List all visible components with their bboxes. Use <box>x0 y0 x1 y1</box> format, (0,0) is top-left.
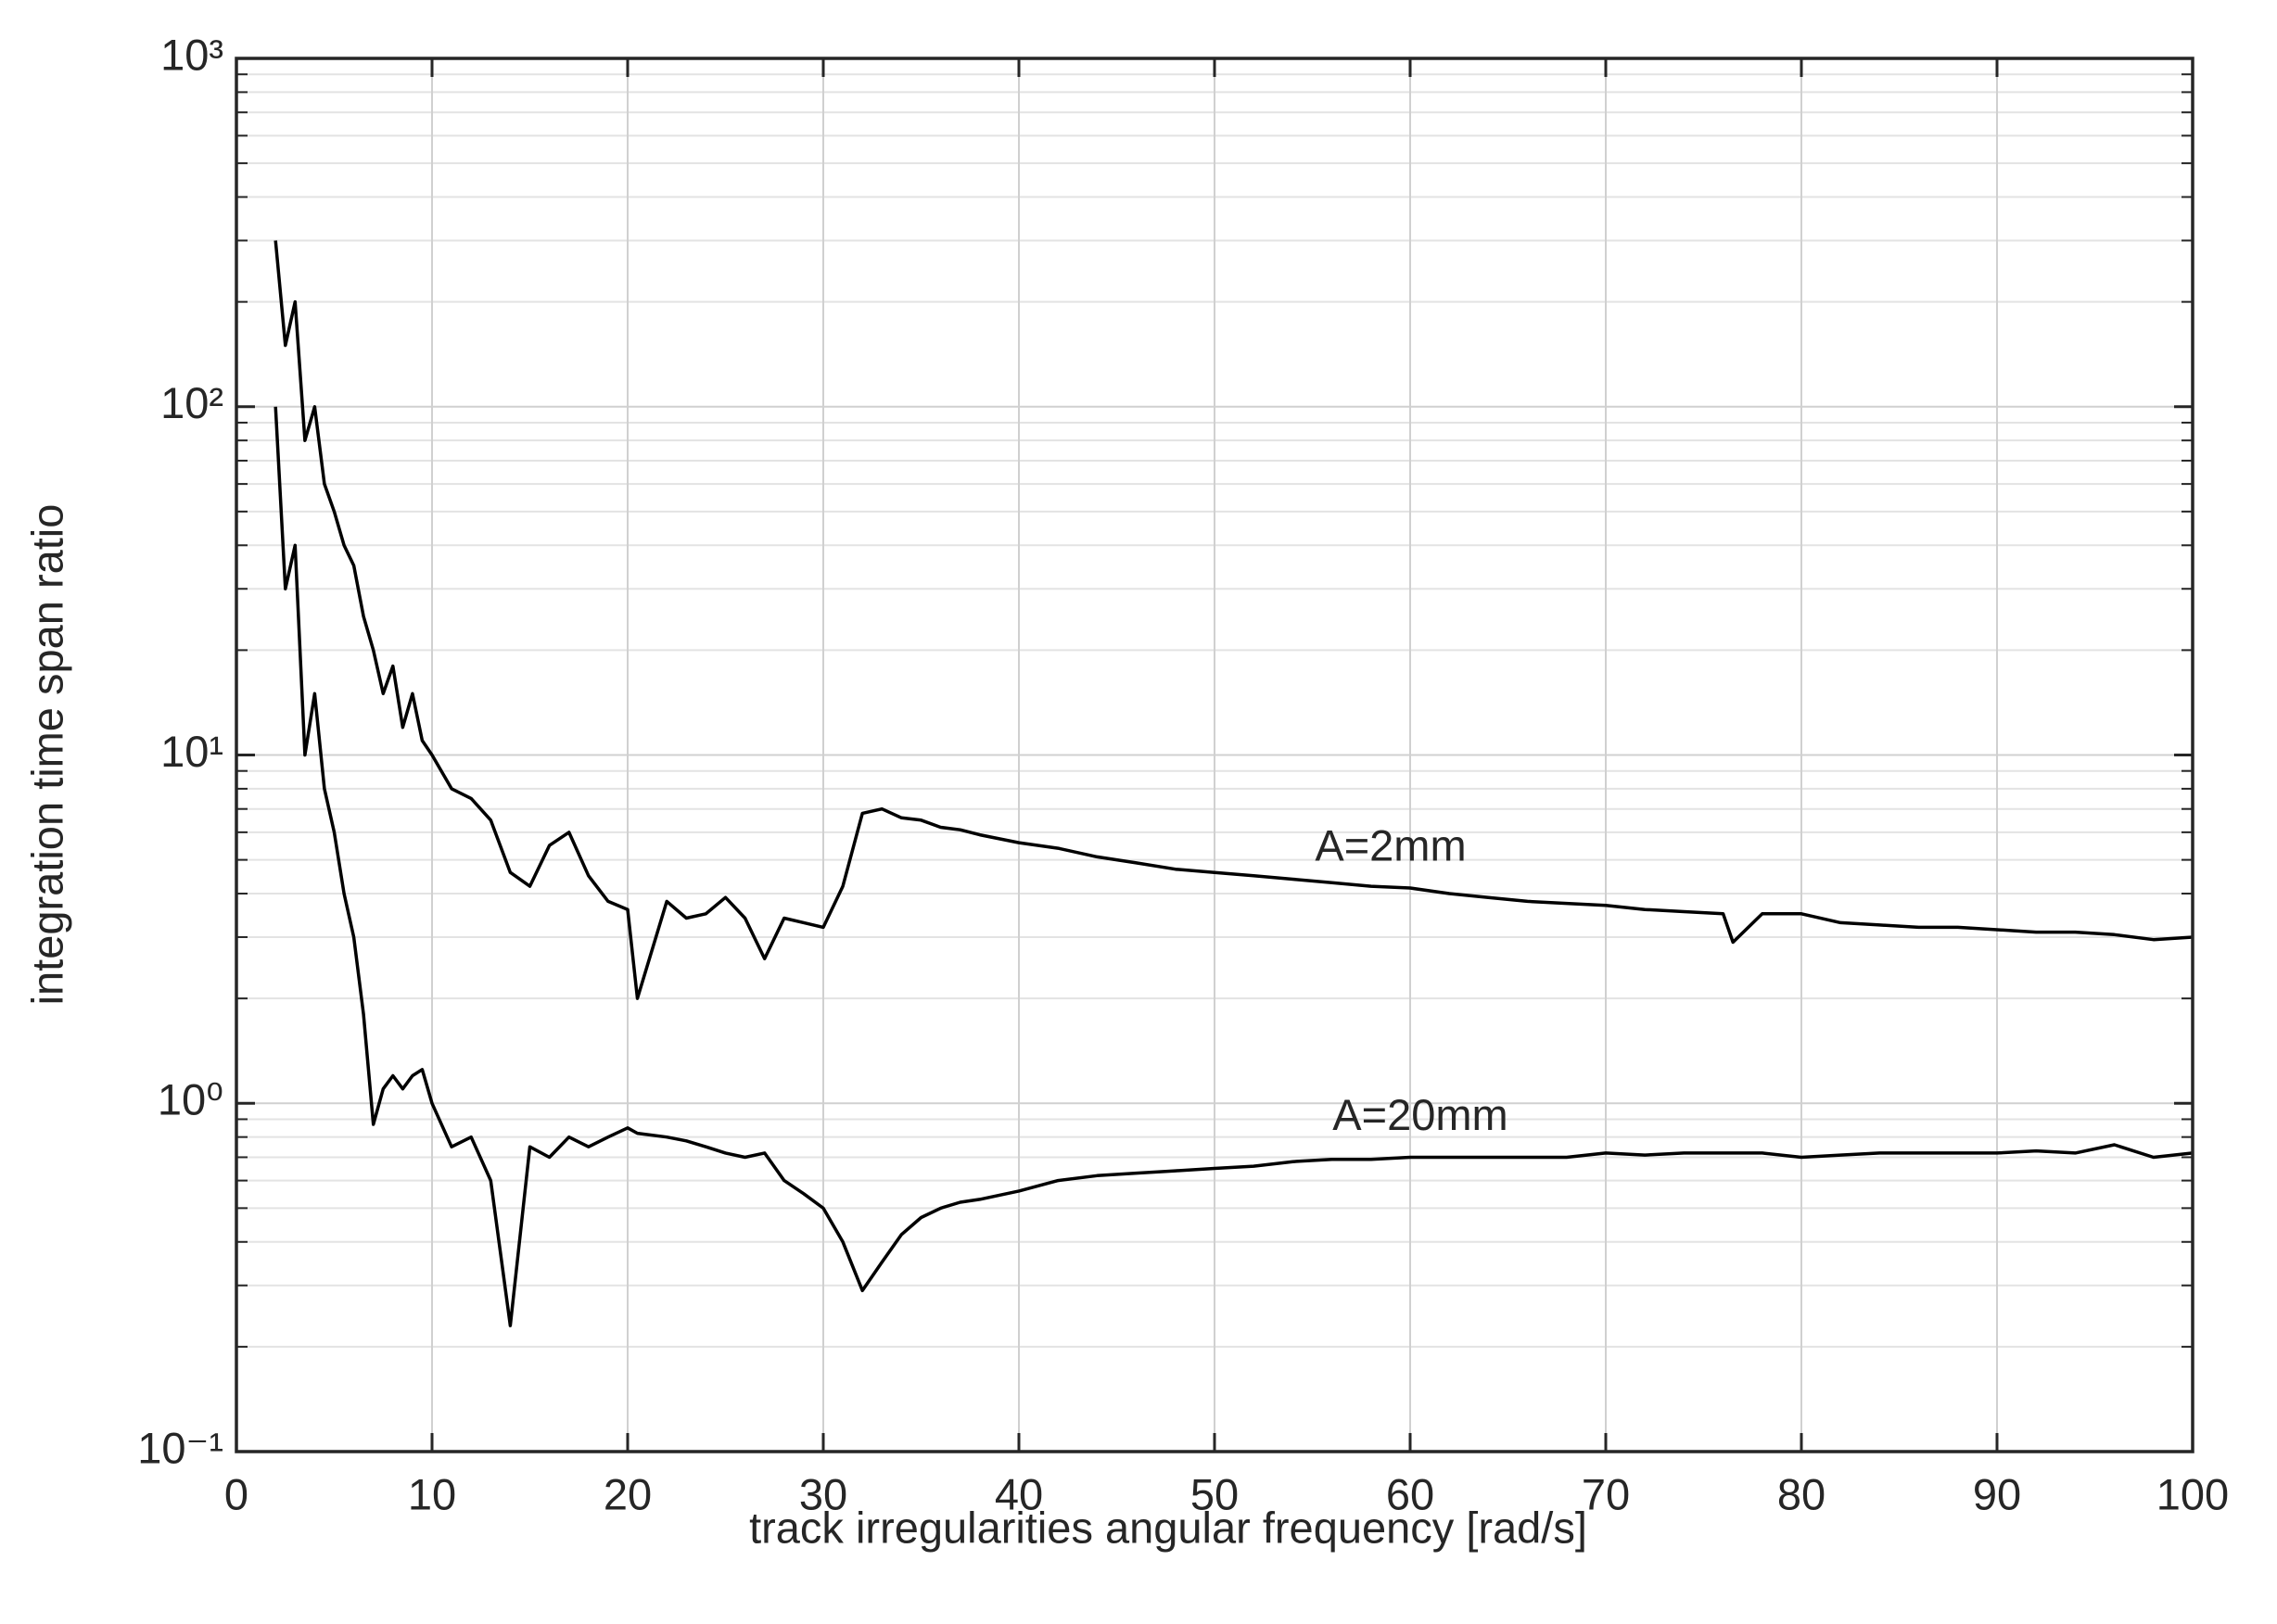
x-tick-label: 80 <box>1777 1469 1825 1518</box>
x-axis-label: track irregularities angular frequency [… <box>749 1503 1587 1552</box>
y-axis-label: integration time span ratio <box>22 504 71 1006</box>
y-tick-label: 10⁰ <box>158 1075 223 1124</box>
y-tick-label: 10¹ <box>160 727 223 776</box>
series-label: A=2mm <box>1315 820 1466 869</box>
x-tick-label: 70 <box>1582 1469 1630 1518</box>
plot-frame <box>235 57 2194 1453</box>
line-series <box>273 406 2194 1327</box>
x-tick-label: 90 <box>1973 1469 2021 1518</box>
y-tick-label: 10⁻¹ <box>137 1423 223 1472</box>
x-tick-label: 20 <box>604 1469 652 1518</box>
y-tick-label: 10³ <box>160 30 223 79</box>
x-tick-label: 100 <box>2156 1469 2229 1518</box>
x-tick-label: 0 <box>224 1469 248 1518</box>
series-label: A=20mm <box>1332 1090 1507 1139</box>
x-tick-label: 40 <box>995 1469 1043 1518</box>
line-series <box>273 240 2194 1000</box>
x-tick-label: 10 <box>408 1469 456 1518</box>
x-tick-label: 50 <box>1190 1469 1239 1518</box>
y-tick-label: 10² <box>160 378 223 427</box>
x-tick-label: 60 <box>1386 1469 1434 1518</box>
x-tick-label: 30 <box>799 1469 847 1518</box>
